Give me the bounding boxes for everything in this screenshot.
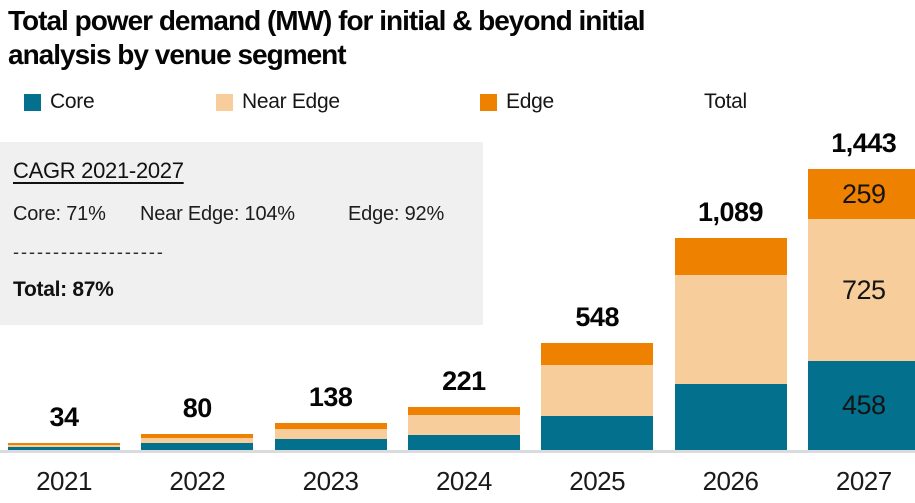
legend: Core Near Edge Edge Total [0, 90, 915, 116]
cagr-edge-value: Edge: 92% [348, 203, 445, 225]
chart-title-line1: Total power demand (MW) for initial & be… [8, 5, 646, 36]
bar-2022-near-edge [141, 437, 254, 443]
bar-2023-near-edge [274, 429, 387, 440]
legend-item-edge: Edge [480, 90, 554, 114]
bar-2027-core [807, 360, 915, 450]
cagr-callout-box: CAGR 2021-2027 Core: 71% Near Edge: 104%… [0, 142, 483, 325]
bar-2025-near-edge [541, 364, 654, 417]
total-value-label-2024: 221 [442, 365, 486, 396]
total-value-label-2021: 34 [49, 402, 79, 433]
chart-title-line2: analysis by venue segment [8, 39, 347, 70]
x-axis-label-2022: 2022 [169, 466, 226, 496]
bar-2024-core [407, 435, 520, 450]
x-axis-label-2027: 2027 [835, 466, 892, 496]
legend-label-core: Core [50, 90, 95, 113]
legend-item-total: Total [704, 90, 747, 114]
bar-2023-core [274, 439, 387, 450]
bar-2021-core [8, 446, 120, 450]
cagr-segment-line: Core: 71% Near Edge: 104% Edge: 92% [0, 203, 483, 227]
bar-2024-near-edge [407, 414, 520, 435]
chart-title: Total power demand (MW) for initial & be… [8, 4, 868, 72]
bar-2021-edge [8, 443, 120, 445]
x-axis-label-2026: 2026 [702, 466, 759, 496]
cagr-core-value: Core: 71% [13, 203, 106, 225]
total-value-label-2022: 80 [182, 393, 213, 424]
segment-value-label-2027-edge: 259 [842, 179, 886, 210]
bar-2027-near-edge [807, 219, 915, 361]
bar-2023-edge [274, 423, 387, 430]
cagr-near-edge-value: Near Edge: 104% [140, 203, 295, 225]
bar-2025-core [541, 416, 654, 450]
bar-2021-near-edge [8, 444, 120, 447]
total-value-label-2023: 138 [308, 382, 353, 413]
bar-2027-edge [807, 168, 915, 220]
legend-label-total: Total [704, 90, 747, 113]
bar-2026-near-edge [674, 274, 787, 384]
edge-swatch-icon [480, 93, 497, 111]
x-axis-label-2025: 2025 [569, 466, 626, 496]
bar-2025-edge [541, 343, 654, 365]
legend-item-near-edge: Near Edge [216, 90, 340, 114]
x-axis-label-2021: 2021 [36, 466, 92, 496]
near-edge-swatch-icon [216, 93, 233, 111]
bar-2022-core [141, 442, 254, 450]
legend-item-core: Core [24, 90, 95, 114]
x-axis-label-2024: 2024 [435, 466, 492, 496]
cagr-total-value: Total: 87% [13, 278, 114, 301]
total-value-label-2025: 548 [575, 302, 619, 333]
bar-2026-edge [674, 237, 787, 275]
cagr-divider: ------------------- [13, 242, 165, 262]
segment-value-label-2027-core: 458 [842, 390, 886, 421]
cagr-heading: CAGR 2021-2027 [13, 158, 184, 183]
legend-label-near-edge: Near Edge [242, 90, 340, 113]
total-value-label-2026: 1,089 [697, 196, 764, 227]
legend-label-edge: Edge [506, 90, 554, 113]
bar-2026-core [674, 383, 787, 450]
bar-2024-edge [407, 406, 520, 415]
x-axis-label-2023: 2023 [302, 466, 359, 496]
x-axis-baseline [0, 450, 915, 453]
bar-2022-edge [141, 434, 254, 438]
segment-value-label-2027-near-edge: 725 [842, 275, 886, 306]
total-value-label-2027: 1,443 [831, 127, 897, 158]
core-swatch-icon [24, 93, 41, 111]
